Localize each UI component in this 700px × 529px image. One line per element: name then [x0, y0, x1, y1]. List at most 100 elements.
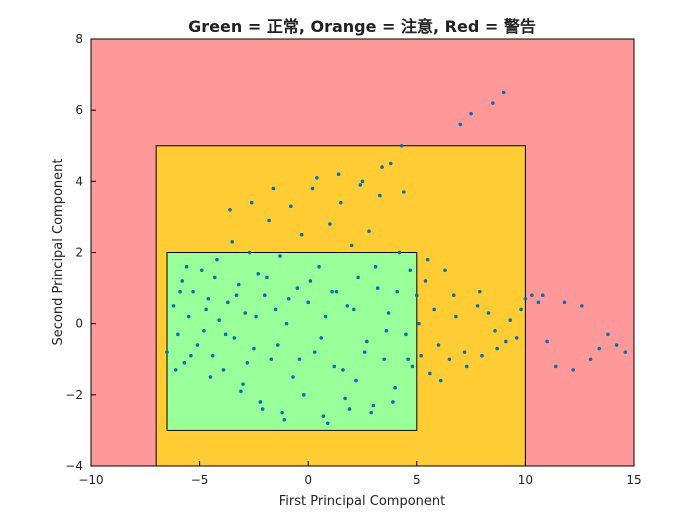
data-point — [508, 318, 512, 322]
x-tick-label: 15 — [626, 473, 641, 487]
data-point — [176, 332, 180, 337]
data-point — [475, 304, 480, 308]
data-point — [323, 314, 328, 319]
data-point — [495, 346, 499, 351]
data-point — [408, 268, 413, 273]
data-point — [523, 296, 528, 301]
data-point — [341, 368, 345, 372]
data-point — [493, 328, 497, 333]
data-point — [321, 414, 326, 418]
data-point — [254, 314, 258, 319]
data-point — [180, 279, 185, 283]
data-point — [199, 268, 204, 273]
data-point — [302, 393, 306, 397]
data-point — [360, 179, 365, 184]
y-tick-label: 8 — [75, 32, 83, 46]
x-axis-label: First Principal Component — [279, 494, 446, 509]
data-point — [234, 293, 239, 298]
data-point — [184, 264, 189, 269]
data-point — [315, 175, 319, 180]
data-point — [171, 304, 176, 308]
data-point — [215, 257, 219, 262]
data-point — [519, 307, 523, 312]
data-point — [406, 357, 410, 362]
data-point — [252, 346, 256, 351]
data-point — [391, 400, 395, 404]
data-point — [352, 307, 356, 312]
data-point — [262, 293, 267, 298]
data-point — [317, 264, 321, 269]
data-point — [388, 161, 393, 166]
data-point — [217, 318, 221, 322]
data-point — [415, 293, 419, 298]
data-point — [289, 204, 293, 209]
data-point — [436, 343, 441, 347]
data-point — [375, 286, 380, 290]
data-point — [308, 279, 313, 283]
data-point — [260, 407, 265, 411]
y-tick-label: 2 — [75, 246, 83, 260]
data-point — [401, 190, 406, 194]
data-point — [477, 289, 482, 294]
data-point — [384, 328, 389, 333]
data-point — [378, 193, 382, 198]
data-point — [230, 240, 234, 244]
data-point — [369, 410, 373, 415]
data-point — [265, 275, 269, 280]
data-point — [432, 307, 436, 312]
data-point — [310, 186, 315, 191]
data-point — [267, 218, 271, 223]
data-point — [191, 289, 195, 294]
data-point — [232, 336, 237, 340]
data-point — [210, 353, 215, 358]
data-point — [297, 357, 302, 362]
data-point — [530, 293, 534, 298]
regions-layer — [90, 38, 635, 467]
data-point — [328, 222, 332, 226]
data-point — [286, 296, 291, 301]
data-point — [241, 382, 245, 386]
data-point — [338, 200, 343, 205]
data-point — [514, 336, 519, 340]
data-point — [367, 229, 371, 233]
data-point — [464, 364, 469, 369]
data-point — [443, 268, 447, 273]
data-point — [282, 417, 287, 422]
data-point — [208, 375, 213, 379]
data-point — [501, 90, 506, 95]
data-point — [336, 172, 341, 177]
data-point — [223, 332, 228, 337]
y-axis-ticks: −4 −2 0 2 4 6 8 — [65, 32, 96, 473]
data-point — [447, 357, 452, 362]
data-point — [423, 279, 428, 283]
data-point — [228, 208, 232, 212]
data-point — [178, 289, 182, 294]
data-point — [397, 250, 402, 255]
data-point — [554, 364, 558, 369]
data-point — [597, 346, 602, 351]
data-point — [395, 289, 400, 294]
data-point — [462, 350, 467, 354]
data-point — [319, 336, 324, 340]
data-point — [404, 332, 408, 337]
data-point — [273, 307, 278, 312]
data-point — [269, 357, 274, 362]
x-tick-label: 10 — [518, 473, 533, 487]
data-point — [271, 186, 276, 191]
data-point — [540, 293, 545, 298]
data-point — [249, 200, 254, 205]
data-point — [491, 101, 495, 105]
x-tick-label: 0 — [304, 473, 312, 487]
y-tick-label: 4 — [75, 174, 83, 188]
data-point — [204, 307, 208, 312]
data-point — [580, 304, 584, 308]
x-tick-label: −10 — [78, 473, 103, 487]
data-point — [278, 254, 282, 258]
data-point — [334, 289, 339, 294]
y-axis-label: Second Principal Component — [51, 159, 66, 346]
data-point — [451, 293, 456, 298]
data-point — [454, 314, 458, 319]
data-point — [186, 314, 191, 319]
data-point — [354, 378, 358, 383]
